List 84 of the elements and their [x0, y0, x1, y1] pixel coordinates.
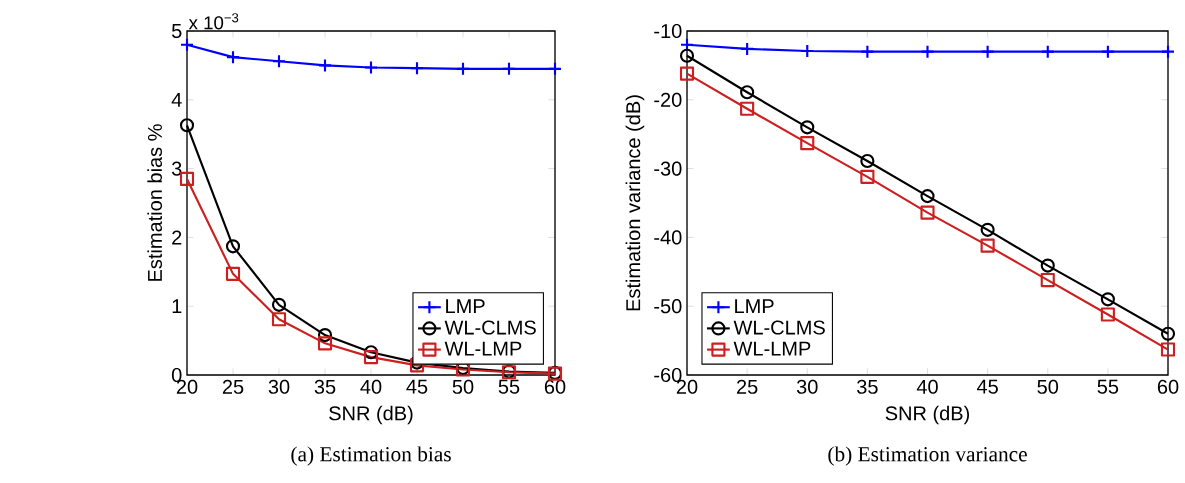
point: [363, 350, 379, 365]
point: [860, 44, 875, 59]
point: [1040, 258, 1055, 273]
text: (a) Estimation bias: [291, 446, 451, 466]
x-tick-label: 25: [222, 379, 244, 394]
x-tick-label: 55: [1097, 379, 1119, 394]
point: [271, 297, 287, 312]
x-tick-label: 30: [796, 379, 818, 394]
text: x 10$^{−3}$: [188, 13, 239, 30]
point: [980, 222, 995, 237]
point: [679, 48, 695, 63]
point: [679, 66, 695, 81]
point: [740, 101, 755, 116]
point: [679, 37, 695, 52]
point: [1160, 44, 1176, 59]
x-tick-label: 55: [498, 379, 520, 394]
point: [271, 312, 287, 327]
x-tick-label: 60: [544, 379, 566, 394]
legend-label: WL-LMP: [733, 341, 811, 356]
point: [317, 58, 333, 73]
x-tick-label: 60: [1157, 379, 1179, 394]
point: [179, 118, 195, 133]
point: [501, 61, 517, 76]
point: [271, 54, 287, 69]
point: [920, 205, 935, 220]
point: [920, 44, 935, 59]
point: [1100, 44, 1115, 59]
x-tick-label: 40: [360, 379, 382, 394]
text: (b) Estimation variance: [828, 446, 1027, 466]
x-tick-label: 30: [268, 379, 290, 394]
y-tick-label: -30: [654, 161, 682, 176]
x-tick-label: 50: [1037, 379, 1059, 394]
point: [1100, 292, 1115, 307]
point: [1100, 307, 1115, 322]
point: [363, 345, 379, 360]
y-tick-label: -20: [654, 92, 682, 107]
y-tick-label: 4: [171, 92, 182, 107]
x-tick-label: 45: [406, 379, 428, 394]
point: [363, 60, 379, 75]
x-tick-label: 35: [314, 379, 336, 394]
legend-label: LMP: [446, 299, 485, 314]
y-tick-label: 1: [172, 299, 182, 314]
y-tick-label: -10: [654, 23, 682, 39]
point: [980, 238, 995, 253]
legend-label: LMP: [735, 299, 774, 314]
point: [800, 120, 815, 135]
x-axis-title: SNR (dB): [329, 405, 413, 425]
point: [317, 328, 333, 343]
point: [225, 266, 241, 281]
legend-label: WL-CLMS: [444, 320, 536, 335]
point: [225, 50, 241, 65]
point: [1160, 342, 1176, 357]
point: [740, 85, 755, 100]
point: [547, 61, 563, 76]
legend-label: WL-LMP: [444, 341, 522, 356]
point: [800, 136, 815, 151]
y-tick-label: -50: [654, 299, 682, 314]
point: [455, 61, 471, 76]
y-axis-title: Estimation variance (dB): [625, 95, 645, 311]
y-tick-label: 3: [171, 161, 182, 176]
point: [409, 61, 425, 76]
x-tick-label: 50: [452, 379, 474, 394]
y-tick-label: 5: [171, 24, 182, 38]
point: [1160, 326, 1176, 341]
point: [980, 44, 995, 59]
point: [740, 41, 755, 56]
point: [1040, 44, 1055, 59]
x-axis-title: SNR (dB): [885, 405, 970, 425]
point: [317, 336, 333, 351]
legend-label: WL-CLMS: [733, 320, 825, 335]
point: [800, 43, 815, 59]
point: [860, 153, 875, 169]
x-tick-label: 45: [976, 379, 998, 394]
y-axis-title: Estimation bias %: [147, 124, 163, 281]
x-tick-label: 40: [916, 379, 938, 394]
point: [920, 189, 935, 204]
point: [225, 239, 241, 254]
y-tick-label: -40: [654, 230, 682, 245]
x-tick-label: 25: [737, 379, 758, 394]
point: [860, 169, 875, 184]
y-tick-label: 2: [172, 230, 182, 245]
x-tick-label: 35: [857, 379, 878, 394]
point: [179, 37, 195, 52]
point: [1040, 272, 1055, 288]
